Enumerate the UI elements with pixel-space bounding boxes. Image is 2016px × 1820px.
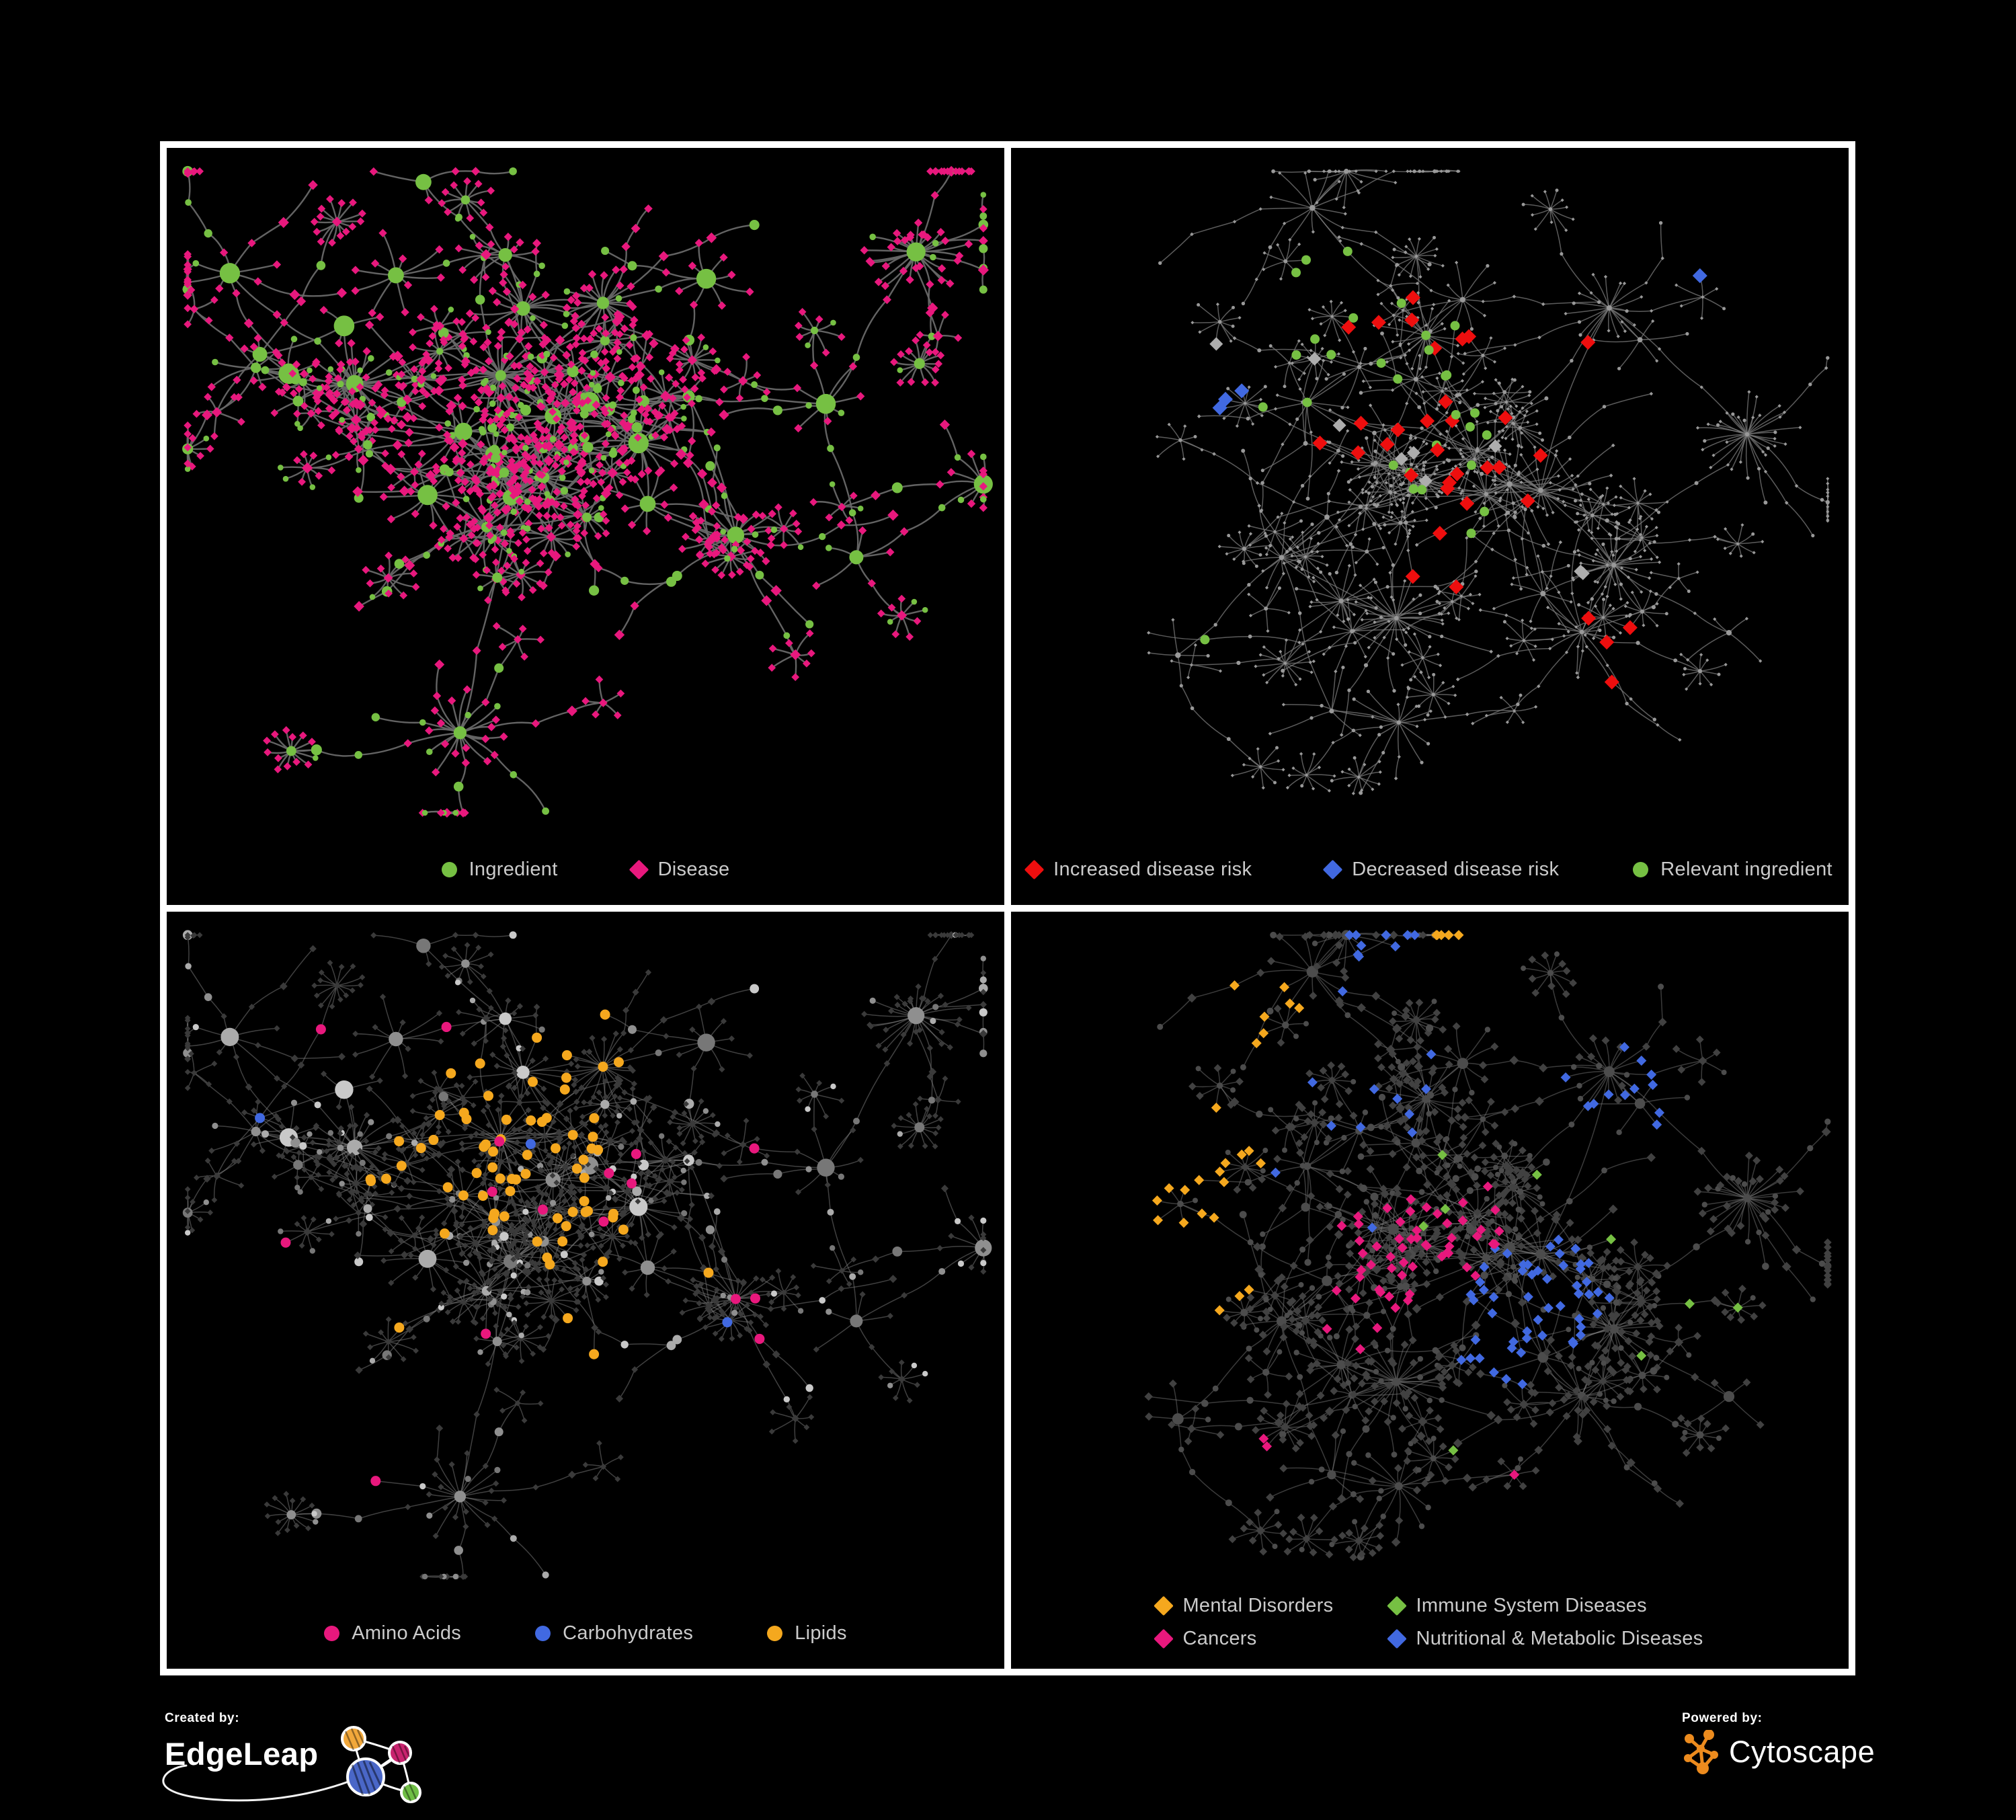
legend-label-decreased-disease-risk: Decreased disease risk: [1352, 859, 1560, 880]
legend-marker-carbohydrates: [535, 1626, 551, 1641]
legend-item-carbohydrates: Carbohydrates: [535, 1622, 693, 1645]
legend-label-amino-acids: Amino Acids: [352, 1622, 462, 1644]
disease-categories-network: [1011, 914, 1849, 1604]
panel-disease-risk: Increased disease risk Decreased disease …: [1011, 148, 1849, 905]
legend-item-cancers: Cancers: [1154, 1628, 1257, 1650]
legend-item-ingredient: Ingredient: [441, 859, 558, 881]
legend-disease-risk: Increased disease risk Decreased disease …: [1011, 859, 1849, 881]
legend-marker-nutritional-and-metabolic-diseases: [1387, 1628, 1407, 1649]
legend-label-cancers: Cancers: [1182, 1628, 1257, 1649]
created-by-label: Created by:: [165, 1711, 240, 1725]
edgeleap-logo-icon: [340, 1726, 421, 1803]
ingredient-disease-network: [167, 151, 1004, 840]
legend-item-amino-acids: Amino Acids: [324, 1622, 461, 1645]
legend-label-relevant-ingredient: Relevant ingredient: [1660, 859, 1832, 880]
panel-nutrient-categories: Amino Acids Carbohydrates Lipids: [167, 912, 1004, 1669]
legend-nutrient-categories: Amino Acids Carbohydrates Lipids: [167, 1622, 1004, 1645]
legend-item-mental-disorders: Mental Disorders: [1154, 1595, 1334, 1617]
legend-label-nutritional-and-metabolic-diseases: Nutritional & Metabolic Diseases: [1416, 1628, 1703, 1649]
legend-item-relevant-ingredient: Relevant ingredient: [1633, 859, 1832, 881]
legend-marker-decreased-disease-risk: [1322, 859, 1343, 880]
legend-label-ingredient: Ingredient: [469, 859, 558, 880]
cytoscape-wordmark: Cytoscape: [1729, 1735, 1876, 1769]
cytoscape-logo-icon: [1684, 1730, 1718, 1774]
powered-by-label: Powered by:: [1682, 1711, 1763, 1725]
legend-marker-amino-acids: [324, 1626, 340, 1641]
legend-label-immune-system-diseases: Immune System Diseases: [1416, 1595, 1647, 1616]
legend-marker-disease: [629, 859, 649, 880]
nutrient-categories-network: [167, 914, 1004, 1604]
legend-item-lipids: Lipids: [767, 1622, 847, 1645]
legend-item-immune-system-diseases: Immune System Diseases: [1387, 1595, 1647, 1617]
panel-disease-categories: Mental Disorders Immune System Diseases Ca…: [1011, 912, 1849, 1669]
legend-item-increased-disease-risk: Increased disease risk: [1024, 859, 1252, 881]
legend-ingredient-disease: Ingredient Disease: [167, 859, 1004, 881]
disease-risk-network: [1011, 151, 1849, 840]
legend-marker-increased-disease-risk: [1024, 859, 1045, 880]
legend-item-nutritional-and-metabolic-diseases: Nutritional & Metabolic Diseases: [1387, 1628, 1703, 1650]
legend-marker-immune-system-diseases: [1387, 1595, 1407, 1616]
legend-marker-mental-disorders: [1154, 1595, 1174, 1616]
edgeleap-logo-row: EdgeLeap: [165, 1726, 568, 1812]
legend-marker-cancers: [1154, 1628, 1174, 1649]
cytoscape-logo-row: Cytoscape: [1682, 1730, 1875, 1774]
edgeleap-wordmark: EdgeLeap: [165, 1736, 319, 1772]
panel-ingredient-disease: Ingredient Disease: [167, 148, 1004, 905]
legend-marker-ingredient: [441, 862, 457, 877]
legend-marker-lipids: [767, 1626, 783, 1641]
legend-item-decreased-disease-risk: Decreased disease risk: [1322, 859, 1560, 881]
legend-label-carbohydrates: Carbohydrates: [563, 1622, 694, 1644]
network-panels-grid: Ingredient Disease Increased disease risk…: [160, 141, 1855, 1675]
legend-marker-relevant-ingredient: [1633, 862, 1649, 877]
edgeleap-credit: Created by: EdgeLeap: [162, 1711, 568, 1820]
legend-label-lipids: Lipids: [795, 1622, 847, 1644]
legend-disease-categories: Mental Disorders Immune System Diseases Ca…: [1154, 1595, 1703, 1650]
legend-label-increased-disease-risk: Increased disease risk: [1053, 859, 1252, 880]
legend-label-mental-disorders: Mental Disorders: [1182, 1595, 1334, 1616]
legend-label-disease: Disease: [657, 859, 730, 880]
cytoscape-credit: Powered by: Cytoscape: [1682, 1711, 1875, 1774]
legend-item-disease: Disease: [629, 859, 730, 881]
